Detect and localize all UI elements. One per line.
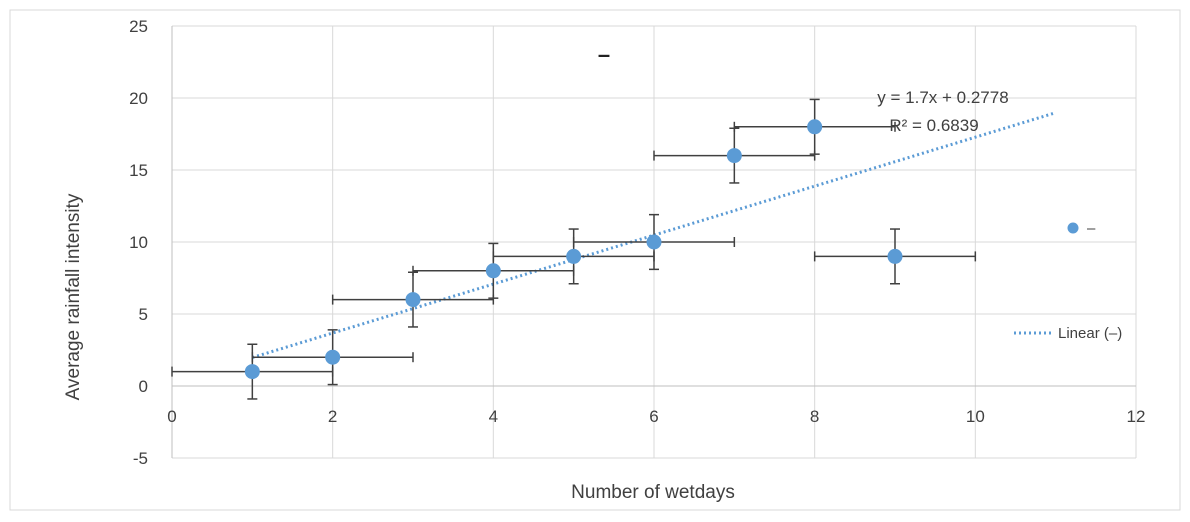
data-points	[244, 119, 903, 380]
y-tick-label: 20	[129, 89, 148, 108]
data-point	[726, 148, 742, 164]
axes	[171, 26, 1136, 458]
data-point	[405, 292, 421, 308]
x-tick-label: 0	[167, 407, 176, 426]
legend: – Linear (–)	[1014, 220, 1122, 342]
x-tick-label: 12	[1127, 407, 1146, 426]
trendline-equation: y = 1.7x + 0.2778	[877, 88, 1008, 107]
data-point	[244, 364, 260, 380]
x-tick-label: 6	[649, 407, 658, 426]
data-point	[325, 349, 341, 365]
y-tick-label: -5	[133, 449, 148, 468]
x-tick-label: 10	[966, 407, 985, 426]
data-point	[485, 263, 501, 279]
y-tick-label: 0	[139, 377, 148, 396]
x-tick-label: 2	[328, 407, 337, 426]
x-axis-title: Number of wetdays	[571, 482, 735, 503]
tick-labels: -5 0 5 10 15 20 25 0 2 4 6 8 10 12	[129, 17, 1145, 468]
gridlines	[172, 25, 1137, 459]
chart-title: –	[598, 42, 610, 67]
data-point	[566, 248, 582, 264]
data-point	[646, 234, 662, 250]
y-tick-label: 15	[129, 161, 148, 180]
legend-label-trendline: Linear (–)	[1058, 325, 1122, 342]
y-tick-label: 5	[139, 305, 148, 324]
legend-label-series: –	[1087, 220, 1096, 237]
y-tick-label: 25	[129, 17, 148, 36]
y-axis-title: Average rainfall intensity	[63, 193, 84, 400]
trendline-r-squared: R² = 0.6839	[889, 116, 978, 135]
y-tick-label: 10	[129, 233, 148, 252]
legend-marker-series	[1067, 222, 1079, 234]
x-tick-label: 8	[810, 407, 819, 426]
data-point	[887, 248, 903, 264]
data-point	[807, 119, 823, 135]
chart-border	[9, 9, 1181, 511]
x-tick-label: 4	[489, 407, 498, 426]
